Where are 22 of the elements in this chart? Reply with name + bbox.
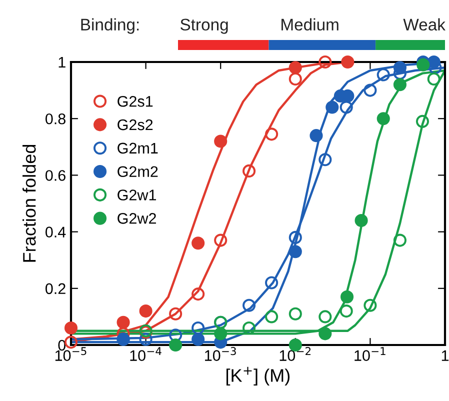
x-tick-label: 10$^{−3}$ bbox=[205, 347, 236, 361]
legend-label: G2s1 bbox=[118, 96, 153, 107]
text: Weak bbox=[403, 18, 446, 31]
y-tick-label: 0.6 bbox=[46, 170, 66, 181]
x-tick-label: 10$^{−2}$ bbox=[280, 347, 311, 361]
x-tick-label: 10$^{−4}$ bbox=[130, 347, 162, 361]
text: Binding: bbox=[81, 18, 139, 34]
legend-label: G2w2 bbox=[118, 213, 156, 224]
y-tick-label: 0.2 bbox=[46, 283, 66, 294]
legend-label: G2s2 bbox=[118, 119, 153, 130]
legend-label: G2m1 bbox=[118, 142, 158, 154]
y-tick-label: 0.8 bbox=[46, 113, 66, 124]
x-axis-title: [K$^{+}$] (M) bbox=[226, 366, 290, 386]
y-axis-title: Fraction folded bbox=[22, 144, 36, 262]
x-tick-label: 10$^{−1}$ bbox=[354, 347, 386, 361]
y-tick-label: 0.4 bbox=[46, 226, 66, 238]
y-tick-label: 1 bbox=[58, 57, 66, 68]
legend-label: G2m2 bbox=[118, 166, 158, 178]
text: Strong bbox=[180, 18, 228, 34]
legend-label: G2w1 bbox=[118, 190, 156, 200]
x-tick-label: 1 bbox=[442, 350, 449, 361]
text: Medium bbox=[282, 18, 338, 31]
